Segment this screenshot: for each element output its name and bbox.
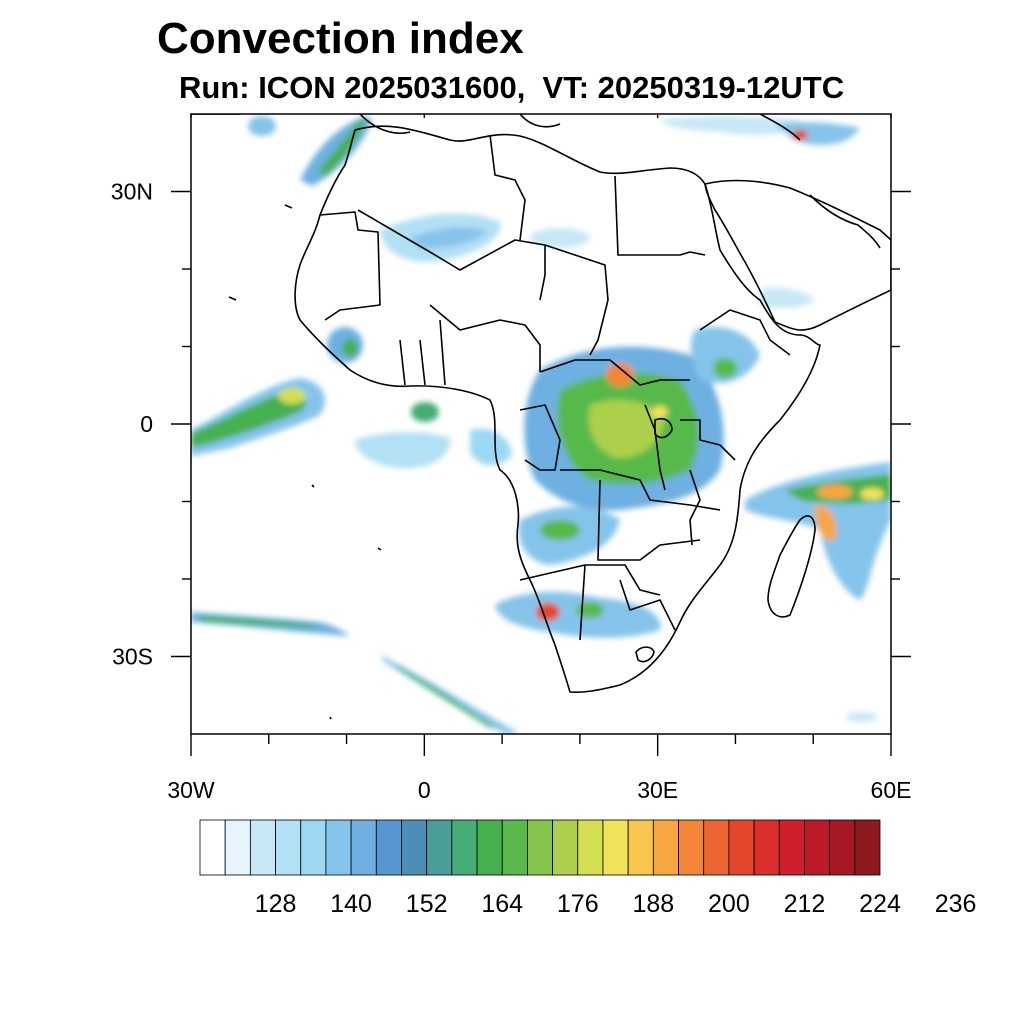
colorbar-swatch [854,819,881,876]
colorbar-swatch [300,819,327,876]
country-boundaries [191,114,891,720]
colorbar-swatch [778,819,805,876]
colorbar-swatch [401,819,428,876]
colorbar-label: 188 [632,890,674,918]
colorbar-swatch [804,819,831,876]
lon-tick-label: 30E [637,777,678,803]
lon-tick-label: 60E [871,777,912,803]
colorbar-labels: 128 140 152 164 176 188 200 212 224 236 [255,890,977,918]
colorbar-label: 140 [330,890,372,918]
map-title: Convection index [157,14,524,63]
colorbar-swatch [501,819,528,876]
colorbar-swatch [375,819,402,876]
colorbar-swatch [753,819,780,876]
colorbar [199,819,881,876]
colorbar-swatch [627,819,654,876]
colorbar-swatch [703,819,730,876]
colorbar-swatch [350,819,377,876]
colorbar-swatch [678,819,705,876]
colorbar-label: 164 [481,890,523,918]
colorbar-swatch [728,819,755,876]
colorbar-swatch [325,819,352,876]
colorbar-label: 152 [406,890,448,918]
axis-tick-labels: 30W 0 30E 60E 30N 0 30S [111,179,912,804]
colorbar-swatch [199,819,226,876]
colorbar-swatch [249,819,276,876]
lon-tick-label: 30W [167,777,215,803]
colorbar-swatch [476,819,503,876]
colorbar-label: 212 [784,890,826,918]
lat-tick-label: 30S [112,644,153,670]
colorbar-label: 128 [255,890,297,918]
colorbar-label: 236 [935,890,977,918]
colorbar-swatch [652,819,679,876]
colorbar-swatch [275,819,302,876]
lat-tick-label: 0 [140,411,153,437]
map-subtitle: Run: ICON 2025031600, VT: 20250319-12UTC [179,70,845,105]
colorbar-label: 176 [557,890,599,918]
colorbar-swatch [224,819,251,876]
colorbar-swatch [602,819,629,876]
colorbar-swatch [552,819,579,876]
lat-tick-label: 30N [111,179,153,205]
colorbar-swatch [451,819,478,876]
colorbar-swatch [829,819,856,876]
colorbar-swatch [527,819,553,876]
convection-field [191,116,891,734]
colorbar-swatch [426,819,453,876]
colorbar-label: 200 [708,890,750,918]
axis-ticks [171,114,911,756]
lon-tick-label: 0 [418,777,431,803]
colorbar-swatch [577,819,604,876]
colorbar-label: 224 [859,890,901,918]
